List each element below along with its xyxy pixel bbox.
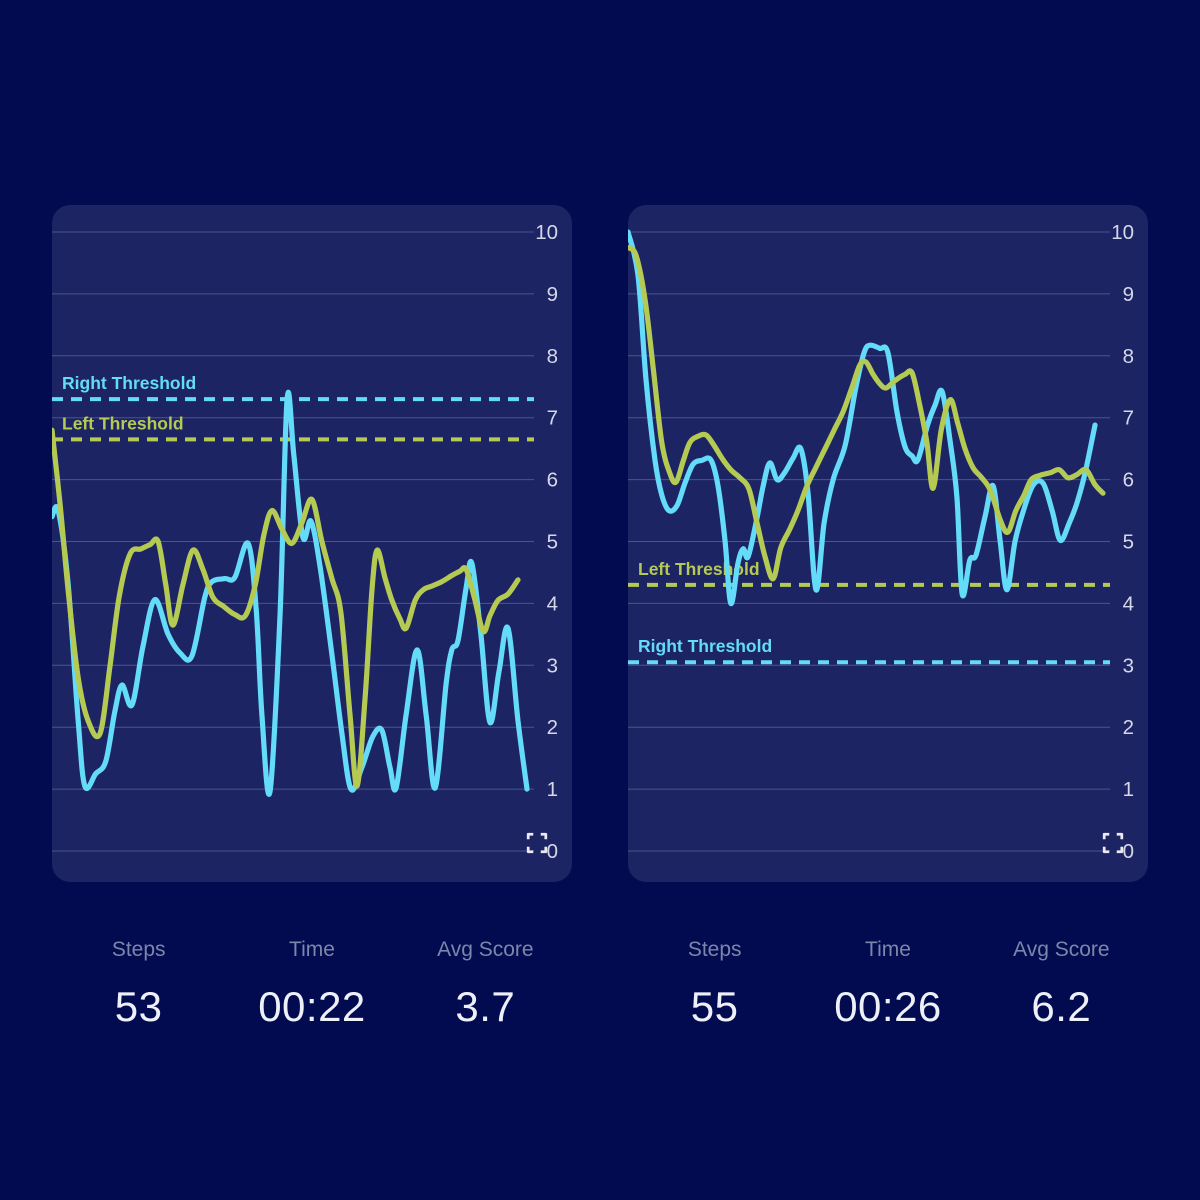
y-tick-label: 7	[1123, 407, 1134, 430]
threshold-label: Left Threshold	[638, 559, 760, 579]
y-tick-label: 8	[1123, 345, 1134, 368]
y-tick-label: 2	[547, 716, 558, 739]
stat-label: Steps	[111, 938, 166, 961]
y-tick-label: 6	[547, 469, 558, 492]
y-tick-label: 5	[1123, 531, 1134, 554]
y-tick-label: 9	[547, 283, 558, 306]
stat-label: Steps	[687, 938, 742, 961]
stat-steps: Steps 55	[628, 938, 801, 1029]
stat-label: Time	[865, 938, 911, 961]
threshold-label: Right Threshold	[62, 373, 196, 393]
stat-label: Avg Score	[437, 938, 534, 961]
expand-fullscreen-icon	[526, 832, 548, 854]
expand-button[interactable]	[526, 832, 548, 854]
chart-block-right: 0 1 2 3 4 5 6 7 8 9 10 Left Threshold Right Threshol…	[628, 205, 1148, 1029]
stat-time: Time 00:22	[225, 938, 398, 1029]
stat-value: 53	[114, 983, 163, 1030]
y-tick-label: 1	[1123, 778, 1134, 801]
y-tick-label: 7	[547, 407, 558, 430]
chart-block-left: 0 1 2 3 4 5 6 7 8 9 10 Right Threshold Left Threshol…	[52, 205, 572, 1029]
line-chart-left: 0 1 2 3 4 5 6 7 8 9 10 Right Threshold Left Threshol…	[52, 221, 558, 863]
series-line-right	[52, 389, 530, 797]
y-tick-label: 4	[1123, 592, 1134, 615]
y-tick-label: 6	[1123, 469, 1134, 492]
y-tick-label: 4	[547, 592, 558, 615]
series-line-left	[628, 244, 1106, 582]
stat-steps: Steps 53	[52, 938, 225, 1029]
stat-avg-score: Avg Score 3.7	[399, 938, 572, 1029]
stats-row-right: Steps 55 Time 00:26 Avg Score 6.2	[628, 938, 1148, 1029]
stat-time: Time 00:26	[801, 938, 974, 1029]
stats-row-left: Steps 53 Time 00:22 Avg Score 3.7	[52, 938, 572, 1029]
y-tick-label: 0	[547, 840, 558, 863]
y-tick-label: 0	[1123, 840, 1134, 863]
chart-panel-left: 0 1 2 3 4 5 6 7 8 9 10 Right Threshold Left Threshol…	[52, 205, 572, 882]
stat-value: 6.2	[1031, 983, 1092, 1030]
y-tick-label: 5	[547, 531, 558, 554]
chart-panel-right: 0 1 2 3 4 5 6 7 8 9 10 Left Threshold Right Threshol…	[628, 205, 1148, 882]
stat-label: Time	[289, 938, 335, 961]
stat-value: 00:26	[834, 983, 942, 1030]
expand-fullscreen-icon	[1102, 832, 1124, 854]
y-tick-label: 10	[1111, 221, 1134, 244]
expand-button[interactable]	[1102, 832, 1124, 854]
y-tick-label: 9	[1123, 283, 1134, 306]
stat-value: 55	[690, 983, 739, 1030]
y-tick-label: 3	[1123, 654, 1134, 677]
y-tick-label: 1	[547, 778, 558, 801]
series-line-right	[628, 229, 1098, 607]
line-chart-right: 0 1 2 3 4 5 6 7 8 9 10 Left Threshold Right Threshol…	[628, 221, 1134, 863]
stat-value: 3.7	[455, 983, 516, 1030]
y-tick-label: 2	[1123, 716, 1134, 739]
stat-label: Avg Score	[1013, 938, 1110, 961]
y-tick-label: 8	[547, 345, 558, 368]
stat-value: 00:22	[258, 983, 366, 1030]
stat-avg-score: Avg Score 6.2	[975, 938, 1148, 1029]
y-tick-label: 3	[547, 654, 558, 677]
threshold-label: Left Threshold	[62, 413, 184, 433]
series-line-left	[52, 427, 521, 789]
y-tick-label: 10	[535, 221, 558, 244]
threshold-label: Right Threshold	[638, 636, 772, 656]
